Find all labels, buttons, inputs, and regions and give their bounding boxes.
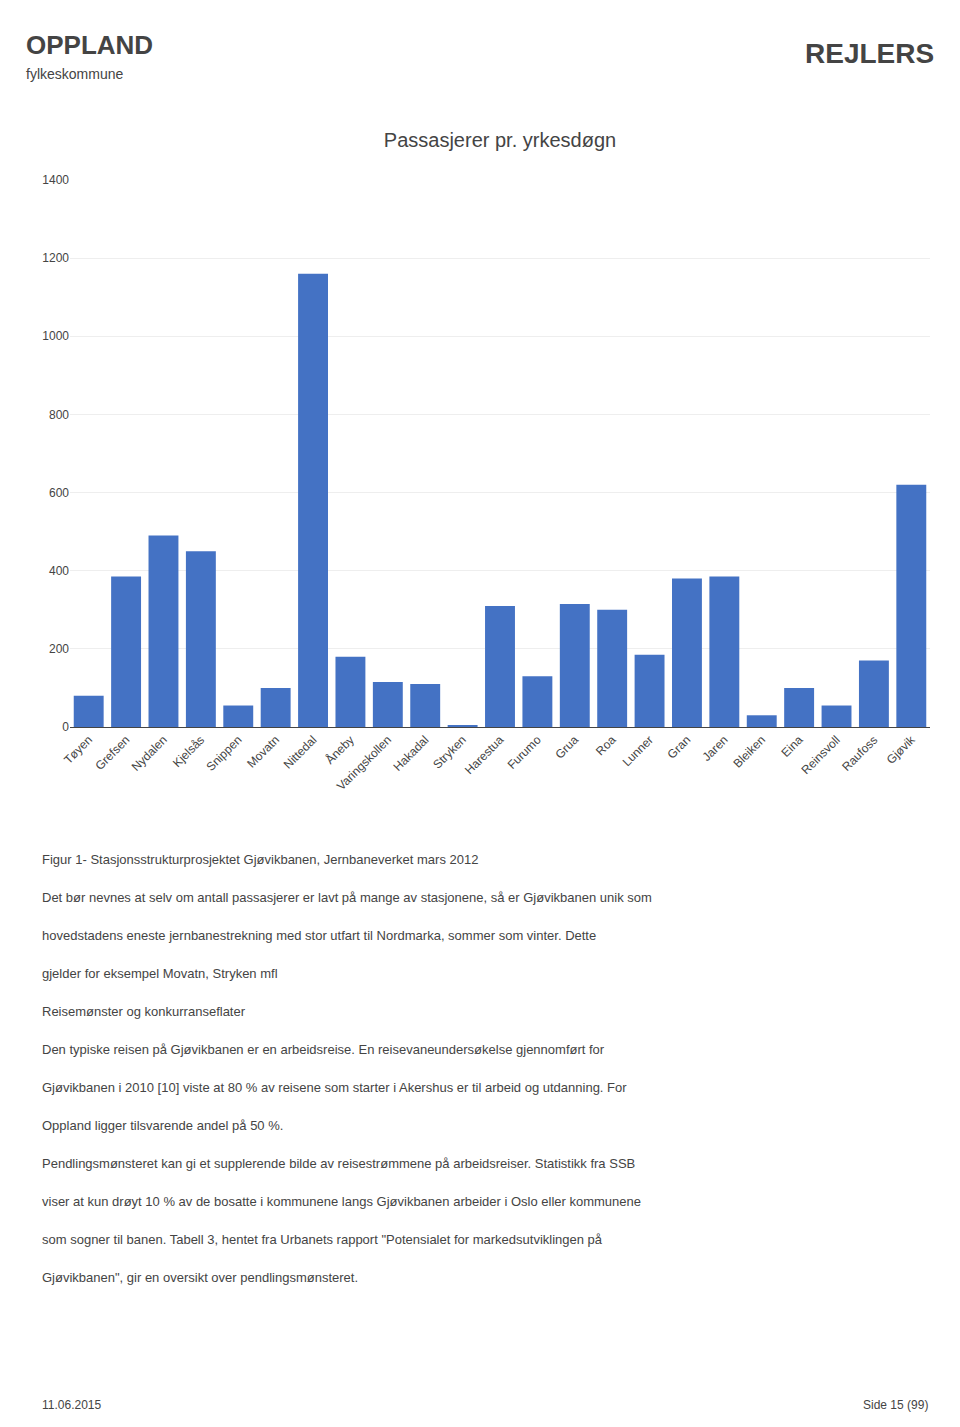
svg-text:0: 0 (62, 720, 69, 734)
svg-text:Harestua: Harestua (462, 733, 507, 778)
svg-text:Reinsvoll: Reinsvoll (799, 733, 843, 777)
svg-text:Nydalen: Nydalen (129, 733, 170, 774)
svg-text:Gran: Gran (665, 733, 694, 762)
svg-text:Raufoss: Raufoss (839, 733, 880, 774)
svg-text:1200: 1200 (42, 251, 69, 265)
svg-text:11.06.2015: 11.06.2015 (42, 1398, 101, 1412)
svg-text:Hakadal: Hakadal (391, 733, 432, 774)
svg-text:Oppland ligger tilsvarende and: Oppland ligger tilsvarende andel på 50 %… (42, 1118, 283, 1133)
svg-text:Reisemønster og konkurransefla: Reisemønster og konkurranseflater (42, 1004, 246, 1019)
svg-text:Stryken: Stryken (430, 733, 469, 772)
svg-text:Furumo: Furumo (505, 733, 544, 772)
svg-text:hovedstadens eneste jernbanest: hovedstadens eneste jernbanestrekning me… (42, 928, 596, 943)
svg-text:Eina: Eina (779, 733, 806, 760)
svg-text:1000: 1000 (42, 329, 69, 343)
svg-text:Side 15 (99): Side 15 (99) (863, 1398, 928, 1412)
svg-text:Gjøvikbanen", gir en oversikt: Gjøvikbanen", gir en oversikt over pendl… (42, 1270, 358, 1285)
svg-text:Den typiske reisen på Gjøvikba: Den typiske reisen på Gjøvikbanen er en … (42, 1042, 605, 1057)
svg-text:Åneby: Åneby (322, 732, 357, 767)
svg-text:Varingskollen: Varingskollen (334, 733, 394, 793)
svg-text:Nittedal: Nittedal (281, 733, 320, 772)
svg-text:Lunner: Lunner (620, 733, 656, 769)
svg-text:Bleiken: Bleiken (730, 733, 768, 771)
svg-text:viser at kun drøyt 10 % av de: viser at kun drøyt 10 % av de bosatte i … (42, 1194, 641, 1209)
svg-text:1400: 1400 (42, 173, 69, 187)
svg-text:Snippen: Snippen (204, 733, 245, 774)
svg-text:Pendlingsmønsteret kan gi et s: Pendlingsmønsteret kan gi et supplerende… (42, 1156, 635, 1171)
svg-text:Passasjerer pr. yrkesdøgn: Passasjerer pr. yrkesdøgn (384, 129, 616, 151)
svg-text:gjelder for eksempel Movatn, S: gjelder for eksempel Movatn, Stryken mfl (42, 966, 278, 981)
svg-text:Kjelsås: Kjelsås (170, 733, 207, 770)
svg-text:800: 800 (49, 408, 69, 422)
svg-text:Grua: Grua (552, 733, 581, 762)
svg-text:Tøyen: Tøyen (61, 733, 95, 767)
svg-text:Gjøvikbanen i 2010 [10] viste: Gjøvikbanen i 2010 [10] viste at 80 % av… (42, 1080, 627, 1095)
svg-text:600: 600 (49, 486, 69, 500)
svg-text:200: 200 (49, 642, 69, 656)
svg-text:som sogner til banen. Tabell 3: som sogner til banen. Tabell 3, hentet f… (42, 1232, 603, 1247)
svg-text:Roa: Roa (593, 733, 619, 759)
svg-text:Figur 1- Stasjonsstrukturprosj: Figur 1- Stasjonsstrukturprosjektet Gjøv… (42, 852, 478, 867)
svg-text:Grefsen: Grefsen (92, 733, 132, 773)
svg-text:Gjøvik: Gjøvik (884, 732, 919, 767)
svg-text:fylkeskommune: fylkeskommune (26, 66, 123, 82)
svg-text:Movatn: Movatn (244, 733, 282, 771)
svg-text:REJLERS: REJLERS (805, 38, 934, 69)
svg-text:400: 400 (49, 564, 69, 578)
svg-text:OPPLAND: OPPLAND (26, 30, 153, 60)
svg-text:Det bør nevnes at selv om anta: Det bør nevnes at selv om antall passasj… (42, 890, 652, 905)
svg-text:Jaren: Jaren (700, 733, 731, 764)
